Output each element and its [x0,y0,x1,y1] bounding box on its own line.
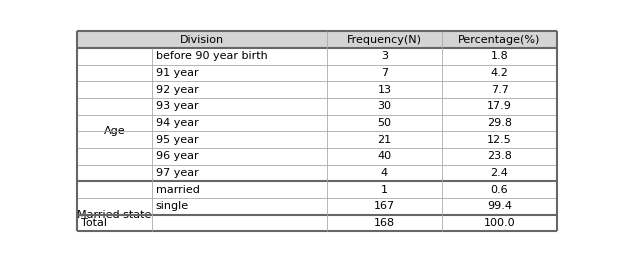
Text: Age: Age [104,126,126,136]
Bar [77,31,557,48]
Text: 3: 3 [381,51,388,61]
Text: 4: 4 [381,168,388,178]
Text: Total: Total [81,218,107,228]
Text: 100.0: 100.0 [483,218,516,228]
Text: Percentage(%): Percentage(%) [458,35,541,44]
Bar [77,148,557,165]
Bar [77,48,557,64]
Text: 13: 13 [378,84,391,95]
Text: 7.7: 7.7 [491,84,508,95]
Bar [77,165,557,181]
Bar [77,131,557,148]
Text: 167: 167 [374,202,395,211]
Bar [77,81,557,98]
Text: 2.4: 2.4 [491,168,508,178]
Text: 40: 40 [378,151,391,161]
Text: 12.5: 12.5 [487,135,512,145]
Text: 96 year: 96 year [155,151,198,161]
Text: 94 year: 94 year [155,118,198,128]
Text: 21: 21 [378,135,391,145]
Text: 168: 168 [374,218,395,228]
Text: before 90 year birth: before 90 year birth [155,51,267,61]
Text: 4.2: 4.2 [491,68,508,78]
Text: 95 year: 95 year [155,135,198,145]
Bar [77,198,557,215]
Text: single: single [155,202,189,211]
Text: 97 year: 97 year [155,168,198,178]
Text: 91 year: 91 year [155,68,198,78]
Bar [77,115,557,131]
Bar [77,98,557,115]
Text: Frequency(N): Frequency(N) [347,35,422,44]
Bar [77,181,557,198]
Text: married: married [155,185,199,195]
Text: Division: Division [180,35,224,44]
Text: 92 year: 92 year [155,84,198,95]
Text: 93 year: 93 year [155,101,198,111]
Text: 30: 30 [378,101,391,111]
Text: 23.8: 23.8 [487,151,512,161]
Text: 29.8: 29.8 [487,118,512,128]
Text: 50: 50 [378,118,391,128]
Bar [77,64,557,81]
Text: 1: 1 [381,185,388,195]
Bar [77,215,557,231]
Text: 99.4: 99.4 [487,202,512,211]
Text: 7: 7 [381,68,388,78]
Text: Married state: Married state [77,210,152,220]
Text: 17.9: 17.9 [487,101,512,111]
Text: 0.6: 0.6 [491,185,508,195]
Text: 1.8: 1.8 [491,51,508,61]
